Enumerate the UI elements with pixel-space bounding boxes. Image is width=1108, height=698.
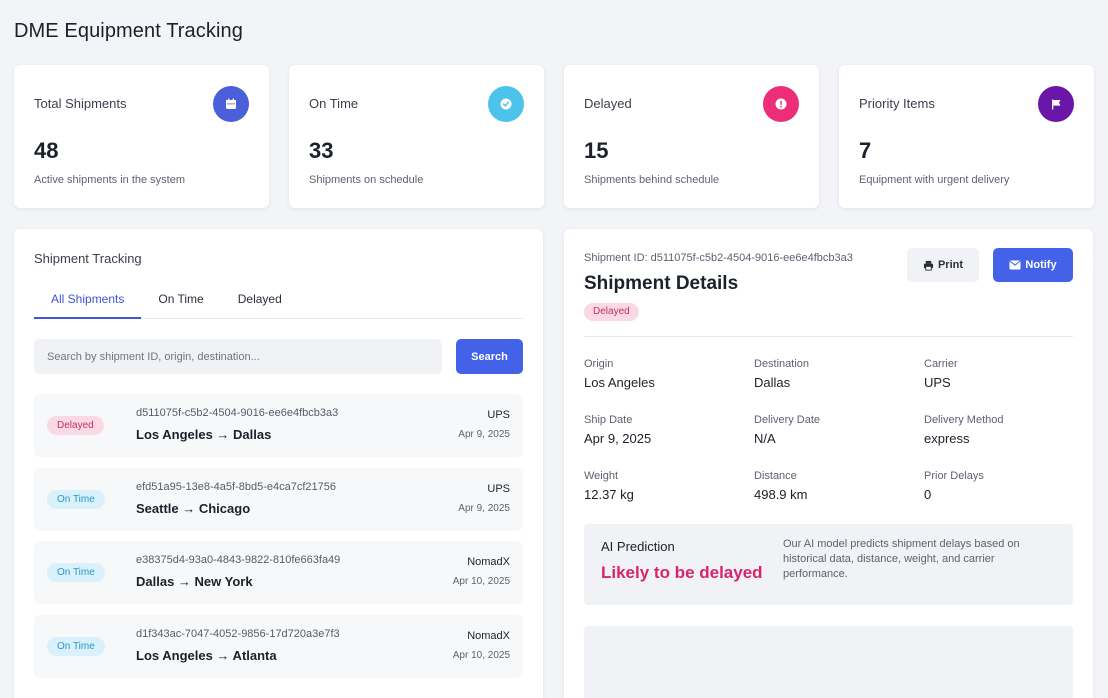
- stat-value: 48: [34, 138, 59, 163]
- stat-value: 15: [584, 138, 609, 163]
- shipment-tracking-panel: Shipment Tracking All Shipments On Time …: [14, 229, 543, 698]
- stat-value: 33: [309, 138, 334, 163]
- print-button-label: Print: [937, 259, 964, 271]
- field-ship-date: Ship Date Apr 9, 2025: [584, 414, 744, 446]
- stat-description: Active shipments in the system: [34, 174, 186, 186]
- field-value: Apr 9, 2025: [584, 431, 652, 446]
- field-label: Weight: [584, 470, 619, 482]
- shipment-carrier: NomadX: [467, 629, 510, 642]
- shipment-id: d511075f-c5b2-4504-9016-ee6e4fbcb3a3: [136, 407, 339, 419]
- shipment-date: Apr 9, 2025: [458, 502, 510, 514]
- search-input[interactable]: [34, 339, 442, 374]
- shipment-date: Apr 10, 2025: [452, 649, 510, 661]
- shipment-carrier: UPS: [487, 482, 510, 495]
- shipment-date: Apr 9, 2025: [458, 429, 510, 440]
- shipment-route: Los Angeles → Dallas: [136, 427, 272, 442]
- printer-icon: [923, 260, 934, 271]
- panel-title: Shipment Tracking: [34, 251, 142, 266]
- ai-prediction-title: AI Prediction: [601, 539, 675, 554]
- ai-prediction-result: Likely to be delayed: [601, 563, 763, 582]
- stat-description: Shipments behind schedule: [584, 174, 720, 186]
- field-value: express: [924, 431, 970, 446]
- list-item[interactable]: On Time d1f343ac-7047-4052-9856-17d720a3…: [34, 614, 523, 678]
- status-badge: On Time: [47, 489, 105, 509]
- field-destination: Destination Dallas: [754, 358, 914, 390]
- field-value: 12.37 kg: [584, 487, 634, 502]
- stat-card-delayed: Delayed 15 Shipments behind schedule: [564, 65, 819, 208]
- stat-card-priority-items: Priority Items 7 Equipment with urgent d…: [839, 65, 1094, 208]
- field-value: Dallas: [754, 375, 791, 390]
- flag-icon: [1038, 86, 1074, 122]
- stat-description: Shipments on schedule: [309, 174, 424, 186]
- field-delivery-date: Delivery Date N/A: [754, 414, 914, 446]
- tab-on-time[interactable]: On Time: [158, 292, 204, 306]
- check-circle-icon: [488, 86, 524, 122]
- field-label: Delivery Method: [924, 414, 1004, 426]
- shipment-id: efd51a95-13e8-4a5f-8bd5-e4ca7cf21756: [136, 480, 336, 493]
- calendar-icon: [213, 86, 249, 122]
- stat-value: 7: [859, 138, 872, 163]
- stat-label: Total Shipments: [34, 96, 127, 111]
- stat-card-on-time: On Time 33 Shipments on schedule: [289, 65, 544, 208]
- field-value: Los Angeles: [584, 375, 655, 390]
- field-label: Destination: [754, 358, 810, 370]
- ai-prediction-description: Our AI model predicts shipment delays ba…: [783, 538, 1020, 580]
- ai-prediction-box: AI Prediction Likely to be delayed Our A…: [584, 524, 1073, 605]
- list-item[interactable]: Delayed d511075f-c5b2-4504-9016-ee6e4fbc…: [34, 394, 523, 457]
- alert-circle-icon: [763, 86, 799, 122]
- field-label: Prior Delays: [924, 470, 984, 482]
- shipment-carrier: UPS: [487, 409, 510, 421]
- field-carrier: Carrier UPS: [924, 358, 1084, 390]
- stat-label: On Time: [309, 96, 359, 111]
- shipment-details-panel: Shipment ID: d511075f-c5b2-4504-9016-ee6…: [564, 229, 1093, 698]
- notify-button-label: Notify: [1025, 259, 1057, 271]
- shipment-list: Delayed d511075f-c5b2-4504-9016-ee6e4fbc…: [34, 394, 523, 688]
- stat-description: Equipment with urgent delivery: [859, 174, 1010, 186]
- field-value: 498.9 km: [754, 487, 808, 502]
- field-label: Origin: [584, 358, 614, 370]
- print-button[interactable]: Print: [907, 248, 979, 282]
- shipment-date: Apr 10, 2025: [452, 576, 510, 587]
- field-label: Carrier: [924, 358, 958, 370]
- stat-label: Priority Items: [859, 96, 935, 111]
- list-item[interactable]: On Time efd51a95-13e8-4a5f-8bd5-e4ca7cf2…: [34, 467, 523, 531]
- notify-button[interactable]: Notify: [993, 248, 1073, 282]
- shipment-carrier: NomadX: [467, 556, 510, 568]
- field-value: UPS: [924, 375, 951, 390]
- details-placeholder-box: [584, 626, 1073, 698]
- shipment-route: Dallas → New York: [136, 574, 253, 589]
- list-item[interactable]: On Time e38375d4-93a0-4843-9822-810fe663…: [34, 541, 523, 604]
- field-label: Ship Date: [584, 414, 633, 426]
- tracking-tabs: All Shipments On Time Delayed: [34, 285, 523, 319]
- shipment-route: Seattle → Chicago: [136, 500, 251, 516]
- envelope-icon: [1009, 260, 1021, 270]
- stat-label: Delayed: [584, 96, 632, 111]
- field-origin: Origin Los Angeles: [584, 358, 744, 390]
- field-distance: Distance 498.9 km: [754, 470, 914, 502]
- detail-title: Shipment Details: [584, 273, 739, 294]
- search-button[interactable]: Search: [456, 339, 523, 374]
- stat-card-total-shipments: Total Shipments 48 Active shipments in t…: [14, 65, 269, 208]
- status-badge: On Time: [47, 636, 105, 656]
- shipment-id: e38375d4-93a0-4843-9822-810fe663fa49: [136, 554, 341, 566]
- field-prior-delays: Prior Delays 0: [924, 470, 1084, 502]
- field-label: Delivery Date: [754, 414, 821, 426]
- page-title: DME Equipment Tracking: [14, 20, 243, 42]
- tab-delayed[interactable]: Delayed: [237, 292, 282, 306]
- field-weight: Weight 12.37 kg: [584, 470, 744, 502]
- status-badge: On Time: [47, 563, 105, 582]
- shipment-id: d1f343ac-7047-4052-9856-17d720a3e7f3: [136, 627, 340, 640]
- status-badge: Delayed: [47, 416, 104, 435]
- detail-shipment-id: Shipment ID: d511075f-c5b2-4504-9016-ee6…: [584, 252, 853, 264]
- field-label: Distance: [754, 470, 797, 482]
- field-delivery-method: Delivery Method express: [924, 414, 1084, 446]
- status-badge: Delayed: [584, 303, 639, 321]
- divider: [584, 336, 1073, 337]
- stats-row: Total Shipments 48 Active shipments in t…: [14, 65, 1094, 208]
- shipment-route: Los Angeles → Atlanta: [136, 647, 277, 663]
- tab-all-shipments[interactable]: All Shipments: [34, 285, 142, 319]
- field-value: 0: [924, 487, 932, 502]
- field-value: N/A: [754, 431, 776, 446]
